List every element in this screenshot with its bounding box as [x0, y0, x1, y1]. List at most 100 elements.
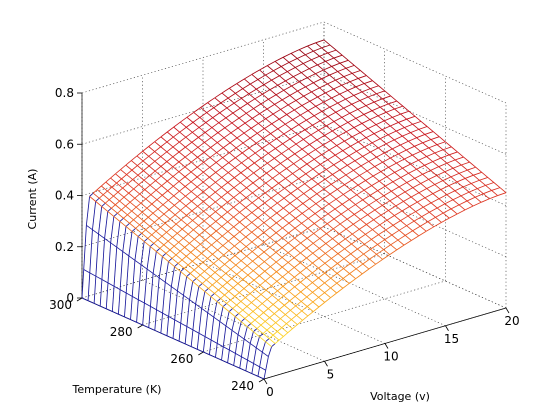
surface-segment: [349, 273, 356, 279]
surface-segment: [373, 219, 380, 226]
surface-segment: [232, 287, 240, 293]
surface-segment: [169, 218, 177, 225]
surface-segment: [215, 181, 222, 188]
surface-segment: [229, 255, 236, 261]
surface-segment: [191, 205, 198, 212]
surface-segment: [259, 280, 266, 286]
surface-segment: [239, 221, 246, 228]
surface-segment: [410, 163, 417, 170]
surface-segment: [270, 271, 277, 277]
surface-segment: [304, 178, 313, 185]
surface-segment: [359, 132, 367, 139]
surface-segment: [481, 171, 489, 178]
surface-segment: [469, 161, 476, 168]
surface-segment: [275, 318, 281, 323]
surface-segment: [398, 153, 405, 160]
surface-segment: [227, 192, 234, 198]
surface-segment: [205, 122, 213, 128]
surface-segment: [312, 262, 319, 269]
surface-segment: [222, 303, 227, 307]
surface-segment: [398, 225, 407, 231]
surface-segment: [300, 242, 308, 249]
surface-segment: [239, 288, 245, 293]
surface-segment: [318, 292, 325, 298]
surface-segment: [181, 255, 187, 261]
surface-segment: [317, 178, 326, 185]
surface-segment: [406, 225, 413, 232]
surface-segment: [218, 286, 223, 291]
surface-segment: [116, 221, 121, 248]
surface-segment: [281, 242, 289, 248]
surface-segment: [204, 312, 209, 337]
surface-segment: [270, 197, 278, 204]
surface-segment: [444, 199, 454, 205]
surface-segment: [402, 167, 409, 174]
surface-segment: [269, 237, 277, 243]
surface-segment: [337, 263, 344, 269]
surface-segment: [398, 122, 405, 128]
surface-segment: [243, 288, 251, 294]
surface-segment: [245, 360, 248, 371]
surface-segment: [282, 212, 290, 219]
surface-segment: [306, 291, 313, 298]
surface-segment: [268, 148, 276, 154]
surface-segment: [264, 192, 272, 199]
surface-segment: [186, 112, 194, 118]
surface-segment: [209, 211, 216, 217]
surface-segment: [340, 213, 348, 220]
surface-segment: [303, 59, 312, 64]
surface-segment: [371, 234, 379, 240]
surface-segment: [184, 326, 188, 344]
surface-segment: [479, 177, 488, 181]
surface-segment: [115, 169, 121, 175]
surface-segment: [497, 192, 507, 196]
surface-segment: [297, 134, 304, 140]
surface-segment: [211, 240, 218, 246]
surface-segment: [322, 144, 330, 151]
surface-segment: [220, 97, 229, 104]
surface-segment: [301, 218, 309, 224]
surface-segment: [238, 309, 243, 314]
surface-segment: [275, 322, 283, 329]
surface-segment: [190, 252, 198, 258]
surface-segment: [393, 139, 401, 146]
surface-segment: [89, 272, 97, 277]
surface-segment: [363, 83, 371, 89]
surface-segment: [150, 189, 157, 195]
surface-segment: [260, 103, 268, 110]
surface-segment: [312, 248, 320, 254]
surface-segment: [302, 203, 310, 209]
surface-segment: [301, 100, 310, 106]
surface-segment: [422, 173, 429, 180]
surface-segment: [220, 102, 228, 109]
surface-segment: [241, 152, 249, 159]
surface-segment: [239, 207, 247, 213]
surface-segment: [227, 201, 234, 208]
surface-segment: [131, 231, 139, 237]
surface-segment: [186, 326, 194, 331]
surface-segment: [379, 134, 389, 140]
surface-segment: [410, 192, 420, 198]
surface-segment: [266, 103, 275, 110]
surface-segment: [200, 243, 207, 250]
surface-segment: [212, 117, 220, 124]
surface-segment: [202, 262, 210, 268]
surface-segment: [185, 255, 193, 262]
surface-segment: [161, 180, 168, 187]
surface-segment: [252, 113, 260, 119]
surface-segment: [472, 201, 482, 207]
surface-segment: [249, 293, 257, 299]
surface-segment: [89, 192, 94, 197]
surface-segment: [211, 244, 218, 251]
surface-segment: [145, 198, 153, 205]
surface-segment: [252, 187, 260, 194]
surface-segment: [337, 102, 345, 109]
surface-segment: [288, 148, 296, 155]
surface-segment: [148, 155, 156, 162]
surface-segment: [95, 201, 102, 207]
surface-segment: [383, 244, 391, 250]
surface-segment: [272, 177, 279, 184]
surface-segment: [101, 279, 109, 284]
surface-segment: [101, 185, 108, 192]
surface-segment: [302, 315, 309, 321]
